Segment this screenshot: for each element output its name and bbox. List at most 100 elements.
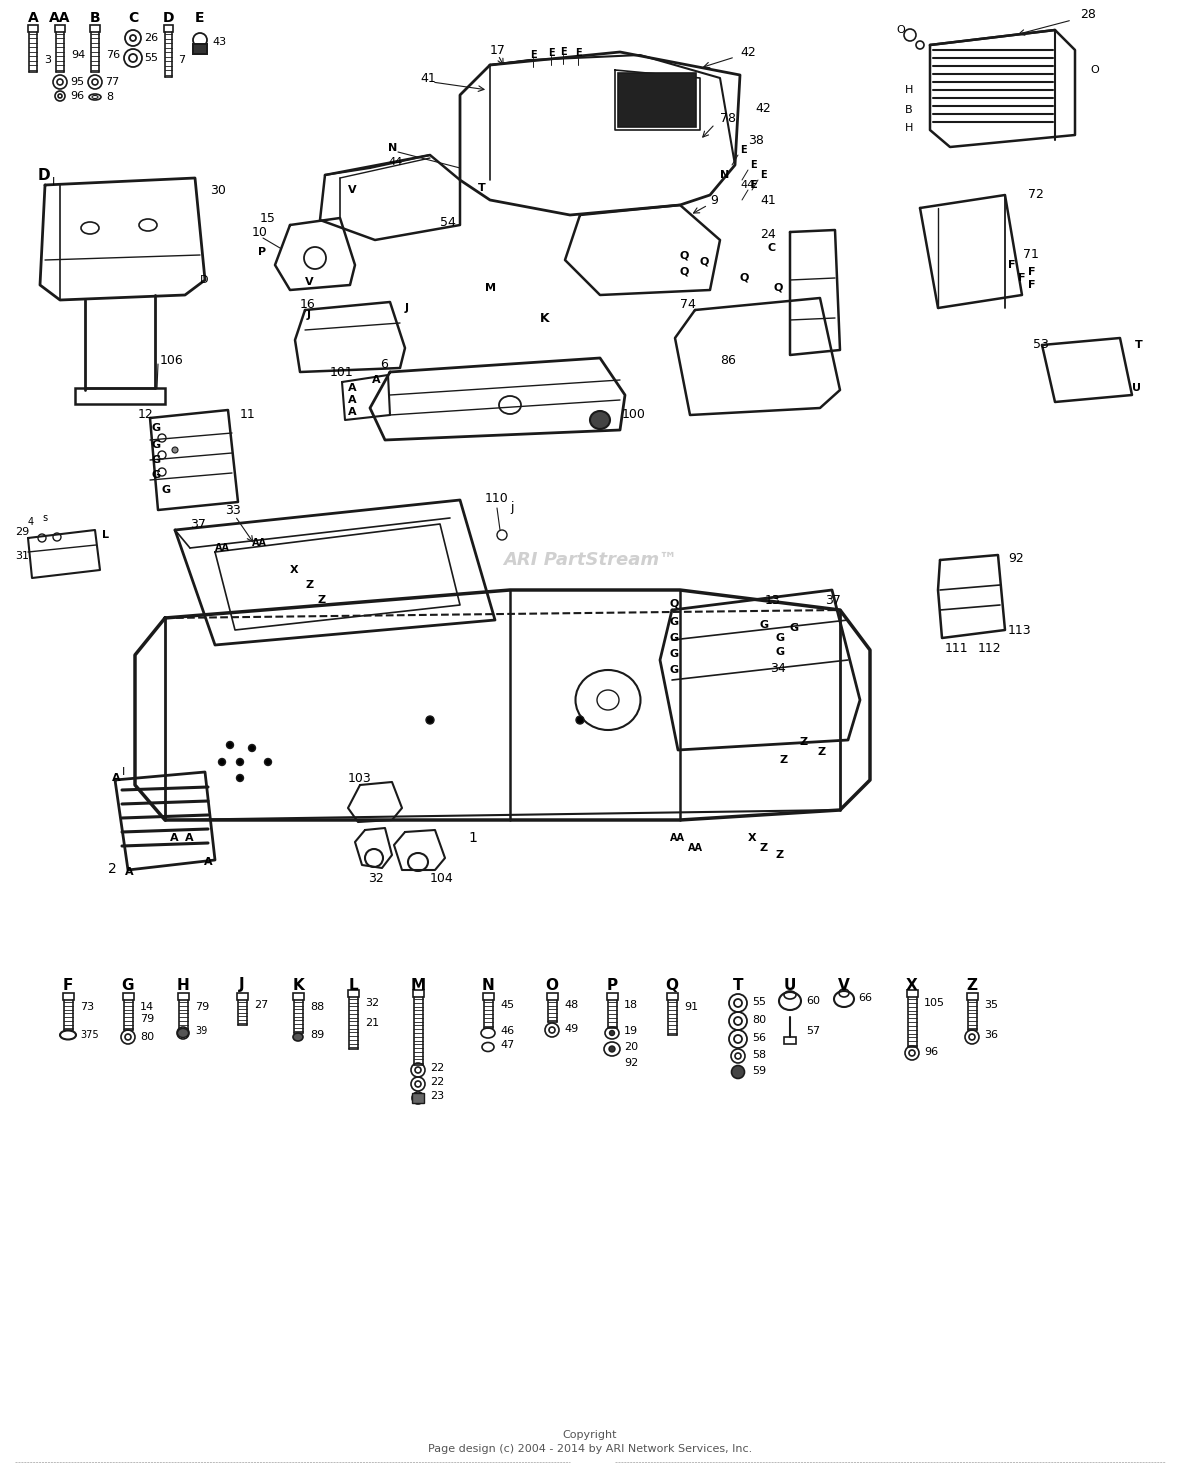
Text: G: G — [670, 666, 680, 674]
Text: U: U — [784, 978, 797, 992]
Text: Page design (c) 2004 - 2014 by ARI Network Services, Inc.: Page design (c) 2004 - 2014 by ARI Netwo… — [428, 1444, 752, 1454]
Text: 3: 3 — [44, 56, 51, 65]
Text: Z: Z — [800, 737, 808, 748]
Text: 14: 14 — [140, 1001, 155, 1012]
Text: E: E — [750, 160, 756, 170]
Text: E: E — [740, 145, 747, 155]
Text: 375: 375 — [80, 1031, 99, 1039]
Text: A: A — [170, 833, 178, 843]
Text: F: F — [1008, 259, 1016, 270]
Text: AA: AA — [670, 833, 686, 843]
Text: A: A — [348, 383, 356, 393]
Text: J: J — [240, 978, 244, 992]
Text: 8: 8 — [106, 92, 113, 103]
Text: 111: 111 — [945, 642, 969, 654]
Text: I: I — [52, 177, 55, 188]
Text: G: G — [670, 633, 680, 644]
Text: 33: 33 — [225, 503, 241, 516]
Ellipse shape — [576, 715, 584, 724]
Bar — [236, 992, 248, 1000]
Text: 7: 7 — [178, 56, 185, 65]
Text: J: J — [307, 309, 312, 320]
Text: 79: 79 — [195, 1001, 209, 1012]
Bar — [347, 990, 359, 997]
Text: 110: 110 — [485, 491, 509, 504]
Text: L: L — [101, 531, 109, 539]
Text: J: J — [405, 303, 409, 314]
Text: 80: 80 — [752, 1014, 766, 1025]
Text: K: K — [540, 311, 550, 324]
Text: Z: Z — [966, 978, 977, 992]
Text: M: M — [411, 978, 426, 992]
Text: 73: 73 — [80, 1001, 94, 1012]
Text: 19: 19 — [624, 1026, 638, 1036]
Text: 54: 54 — [440, 216, 455, 229]
Text: A: A — [185, 833, 194, 843]
Text: F: F — [1028, 280, 1036, 290]
Text: V: V — [348, 185, 356, 195]
Text: 76: 76 — [106, 50, 120, 60]
Text: 48: 48 — [564, 1000, 578, 1010]
Text: A: A — [112, 773, 120, 783]
Text: I: I — [122, 767, 125, 777]
Text: Z: Z — [760, 843, 768, 853]
Text: 9: 9 — [710, 194, 717, 207]
Text: 66: 66 — [858, 992, 872, 1003]
Text: A: A — [372, 375, 381, 386]
Text: K: K — [293, 978, 304, 992]
Text: 101: 101 — [330, 365, 354, 378]
Text: 15: 15 — [260, 211, 276, 224]
Ellipse shape — [177, 1029, 189, 1038]
Text: AA: AA — [253, 538, 267, 548]
Bar — [194, 44, 206, 54]
Text: 21: 21 — [365, 1017, 379, 1028]
Text: V: V — [304, 277, 314, 287]
Text: Q: Q — [666, 978, 678, 992]
Text: E: E — [760, 170, 767, 180]
Bar — [123, 992, 133, 1000]
Text: 23: 23 — [430, 1091, 444, 1101]
Text: A: A — [125, 866, 133, 877]
Text: 77: 77 — [105, 78, 119, 86]
Text: O: O — [896, 25, 905, 35]
Text: 30: 30 — [210, 183, 225, 196]
Bar — [293, 992, 303, 1000]
Text: 32: 32 — [368, 871, 384, 884]
Text: 60: 60 — [806, 995, 820, 1006]
Bar — [483, 992, 493, 1000]
Text: X: X — [290, 564, 299, 575]
Ellipse shape — [236, 758, 243, 765]
Text: X: X — [906, 978, 918, 992]
Text: 88: 88 — [310, 1001, 325, 1012]
Text: G: G — [789, 623, 799, 633]
Text: 12: 12 — [138, 409, 153, 422]
Text: D: D — [199, 276, 209, 284]
Ellipse shape — [732, 1066, 745, 1079]
Text: 106: 106 — [160, 353, 184, 366]
Text: 16: 16 — [300, 299, 316, 311]
Text: 24: 24 — [760, 229, 775, 242]
Bar — [28, 25, 38, 32]
Ellipse shape — [590, 410, 610, 430]
Text: 32: 32 — [365, 998, 379, 1009]
Text: C: C — [768, 243, 776, 254]
Bar — [607, 992, 617, 1000]
Text: 58: 58 — [752, 1050, 766, 1060]
Text: 86: 86 — [720, 353, 736, 366]
Text: 72: 72 — [1028, 189, 1044, 201]
Text: Q: Q — [680, 251, 689, 259]
Text: 96: 96 — [924, 1047, 938, 1057]
Text: Q: Q — [670, 600, 680, 608]
Bar — [194, 44, 206, 54]
Text: Z: Z — [304, 581, 313, 589]
Text: X: X — [748, 833, 756, 843]
Text: 44: 44 — [740, 180, 754, 191]
Bar — [966, 992, 977, 1000]
Text: P: P — [607, 978, 617, 992]
Bar — [164, 25, 172, 32]
Ellipse shape — [218, 758, 225, 765]
Text: D: D — [38, 167, 51, 182]
Text: 47: 47 — [500, 1039, 514, 1050]
Bar — [784, 1036, 797, 1044]
Text: 6: 6 — [380, 359, 388, 371]
